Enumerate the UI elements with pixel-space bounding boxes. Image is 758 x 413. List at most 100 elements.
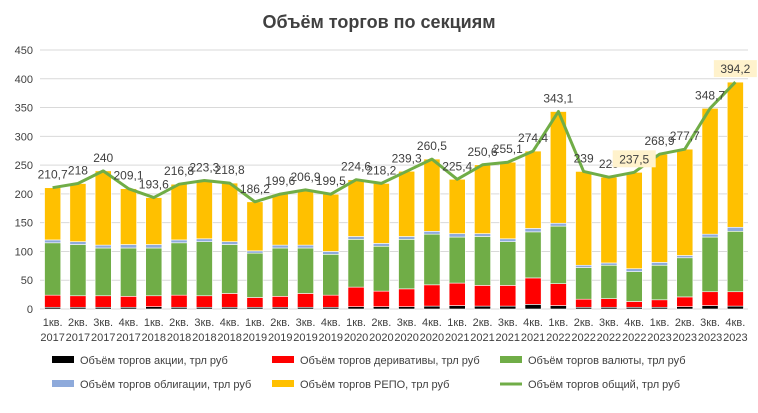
bar-segment [448,282,466,306]
bar-segment [347,306,365,310]
bar-segment [549,305,567,310]
bar-segment [145,244,163,249]
data-label: 209,1 [113,169,143,183]
x-tick-label: 2020 [344,332,368,344]
legend-swatch [272,380,294,387]
bar-segment [549,225,567,284]
data-label: 348,7 [695,88,725,102]
bar-segment [448,178,466,234]
x-tick-label: 3кв. [498,317,518,329]
bar-segment [474,233,491,237]
bar-segment [145,247,163,297]
total-line [52,81,737,204]
legend-label: Объём торгов облигации, трл руб [80,379,251,391]
x-tick-label: 2кв. [270,317,290,329]
bar-segment [575,267,593,300]
x-tick-label: 2021 [445,332,469,344]
data-label: 186,2 [240,182,270,196]
bar-segment [726,226,744,232]
x-tick-label: 3кв. [397,317,417,329]
bar-segment [94,244,112,249]
data-label-highlight [713,60,757,78]
bar-segment [575,264,593,268]
bar-segment [170,242,188,296]
bar-segment [474,164,491,234]
bar-segment [322,254,340,296]
x-tick-label: 2021 [496,332,520,344]
x-tick-label: 2017 [66,332,90,344]
x-tick-label: 2кв. [473,317,493,329]
x-tick-label: 2кв. [371,317,391,329]
legend-label: Объём торгов РЕПО, трл руб [300,379,449,391]
data-label: 218 [68,164,88,178]
data-label: 210,7 [38,168,68,182]
x-tick-label: 2019 [268,332,292,344]
bar-segment [676,306,694,310]
y-tick-label: 450 [15,45,33,57]
bar-segment [499,241,517,286]
data-label: 277,7 [670,129,700,143]
bar-segment [372,243,390,247]
bar-segment [575,298,593,308]
bar-segment [44,187,62,241]
bar-segment [676,257,694,298]
legend-label: Объём торгов общий, трл руб [528,379,680,391]
bar-segment [322,193,340,252]
bar-segment [120,244,137,249]
y-tick-label: 200 [15,189,33,201]
bar-segment [651,262,668,266]
bar-segment [195,241,213,297]
y-tick-label: 50 [21,275,33,287]
data-label: 240 [93,151,113,165]
bar-segment [347,179,365,237]
x-tick-label: 1кв. [548,317,568,329]
x-tick-label: 4кв. [220,317,240,329]
bar-segment [726,81,744,228]
bar-segment [372,306,390,310]
bar-segment [575,171,593,266]
data-label: 268,9 [644,134,674,148]
x-tick-label: 2017 [116,332,140,344]
bar-segment [94,247,112,297]
bar-segment [69,244,87,297]
x-tick-label: 2020 [369,332,393,344]
bar-segment [372,245,390,292]
y-tick-label: 350 [15,103,33,115]
bar-segment [44,294,62,308]
bar-segment [94,295,112,308]
total-line-path [52,81,737,204]
x-tick-label: 2018 [142,332,166,344]
bar-segment [297,244,314,249]
x-tick-label: 2кв. [68,317,88,329]
bar-segment [549,222,567,227]
bar-segment [600,176,618,264]
data-label: 206,9 [290,170,320,184]
bar-segment [448,305,466,310]
bar-segment [398,170,416,237]
bar-segment [423,231,441,235]
x-tick-label: 2022 [546,332,570,344]
x-tick-label: 2022 [622,332,646,344]
data-label: 218,8 [215,163,245,177]
bar-segment [195,180,213,240]
x-tick-label: 4кв. [624,317,644,329]
data-label: 218,2 [366,163,396,177]
data-label: 260,5 [417,139,447,153]
bar-segment [524,304,542,310]
x-tick-label: 2018 [192,332,216,344]
x-tick-label: 3кв. [93,317,113,329]
bar-segment [499,305,517,310]
bar-segment [726,305,744,310]
bar-segment [246,250,264,254]
bar-segment [145,295,163,307]
x-tick-label: 2020 [394,332,418,344]
bar-segment [44,242,62,296]
legend-label: Объём торгов акции, трл руб [80,355,228,367]
x-tick-label: 2020 [420,332,444,344]
bar-segment [44,239,62,244]
bar-segment [474,236,491,286]
data-label: 274,4 [518,131,548,145]
y-tick-label: 300 [15,131,33,143]
